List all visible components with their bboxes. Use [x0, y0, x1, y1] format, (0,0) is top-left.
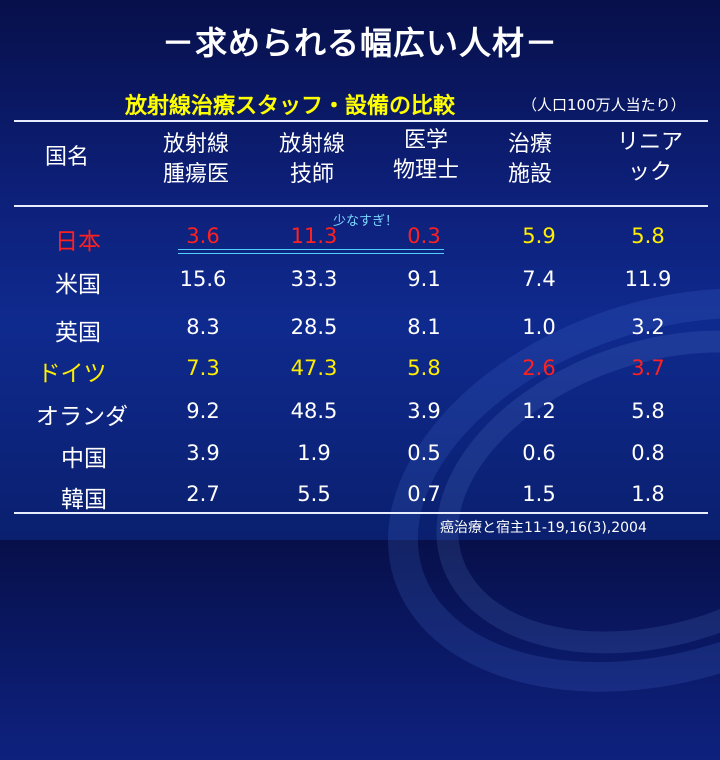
- value-cell: 9.1: [407, 267, 441, 291]
- table-header-rule: [14, 205, 708, 207]
- value-cell: 48.5: [290, 399, 338, 423]
- header-physicist: 医学 物理士: [392, 128, 459, 183]
- value-cell: 1.2: [522, 399, 556, 423]
- value-cell: 0.5: [407, 441, 441, 465]
- slide-title: －求められる幅広い人材－: [161, 24, 558, 62]
- value-cell: 1.0: [522, 315, 556, 339]
- value-cell: 1.5: [522, 482, 556, 506]
- header-linac: リニア ック: [616, 130, 683, 185]
- value-cell: 1.8: [631, 482, 665, 506]
- value-cell: 8.3: [186, 315, 220, 339]
- highlight-underline: [178, 253, 444, 254]
- country-cell: 米国: [55, 272, 101, 298]
- header-oncologist: 放射線 腫瘍医: [162, 132, 229, 187]
- value-cell: 9.2: [186, 399, 220, 423]
- value-cell: 0.3: [407, 224, 441, 248]
- value-cell: 0.8: [631, 441, 665, 465]
- value-cell: 3.7: [631, 356, 665, 380]
- highlight-underline: [178, 249, 444, 250]
- value-cell: 3.6: [186, 224, 220, 248]
- table-bottom-rule: [14, 512, 708, 514]
- value-cell: 5.5: [297, 482, 331, 506]
- value-cell: 5.8: [407, 356, 441, 380]
- table-top-rule: [14, 120, 708, 122]
- value-cell: 2.7: [186, 482, 220, 506]
- value-cell: 5.8: [631, 399, 665, 423]
- country-cell: 中国: [61, 446, 107, 472]
- value-cell: 15.6: [179, 267, 227, 291]
- value-cell: 7.4: [522, 267, 556, 291]
- value-cell: 3.2: [631, 315, 665, 339]
- header-country: 国名: [44, 145, 89, 170]
- too-few-note: 少なすぎ！: [333, 214, 399, 229]
- value-cell: 5.8: [631, 224, 665, 248]
- value-cell: 5.9: [522, 224, 556, 248]
- value-cell: 47.3: [290, 356, 338, 380]
- country-cell: オランダ: [36, 404, 128, 430]
- value-cell: 11.9: [624, 267, 672, 291]
- value-cell: 0.7: [407, 482, 441, 506]
- citation: 癌治療と宿主11-19,16(3),2004: [440, 520, 647, 536]
- country-cell: ドイツ: [37, 361, 107, 387]
- value-cell: 8.1: [407, 315, 441, 339]
- country-cell: 日本: [55, 229, 101, 255]
- value-cell: 11.3: [290, 224, 338, 248]
- country-cell: 韓国: [61, 487, 107, 513]
- header-facility: 治療 施設: [507, 132, 552, 187]
- country-cell: 英国: [55, 320, 101, 346]
- value-cell: 3.9: [407, 399, 441, 423]
- value-cell: 28.5: [290, 315, 338, 339]
- value-cell: 0.6: [522, 441, 556, 465]
- value-cell: 3.9: [186, 441, 220, 465]
- header-technologist: 放射線 技師: [278, 132, 345, 187]
- table-unit-note: （人口100万人当たり）: [522, 96, 686, 114]
- value-cell: 7.3: [186, 356, 220, 380]
- table-title: 放射線治療スタッフ・設備の比較: [125, 94, 456, 119]
- value-cell: 1.9: [297, 441, 331, 465]
- value-cell: 2.6: [522, 356, 556, 380]
- value-cell: 33.3: [290, 267, 338, 291]
